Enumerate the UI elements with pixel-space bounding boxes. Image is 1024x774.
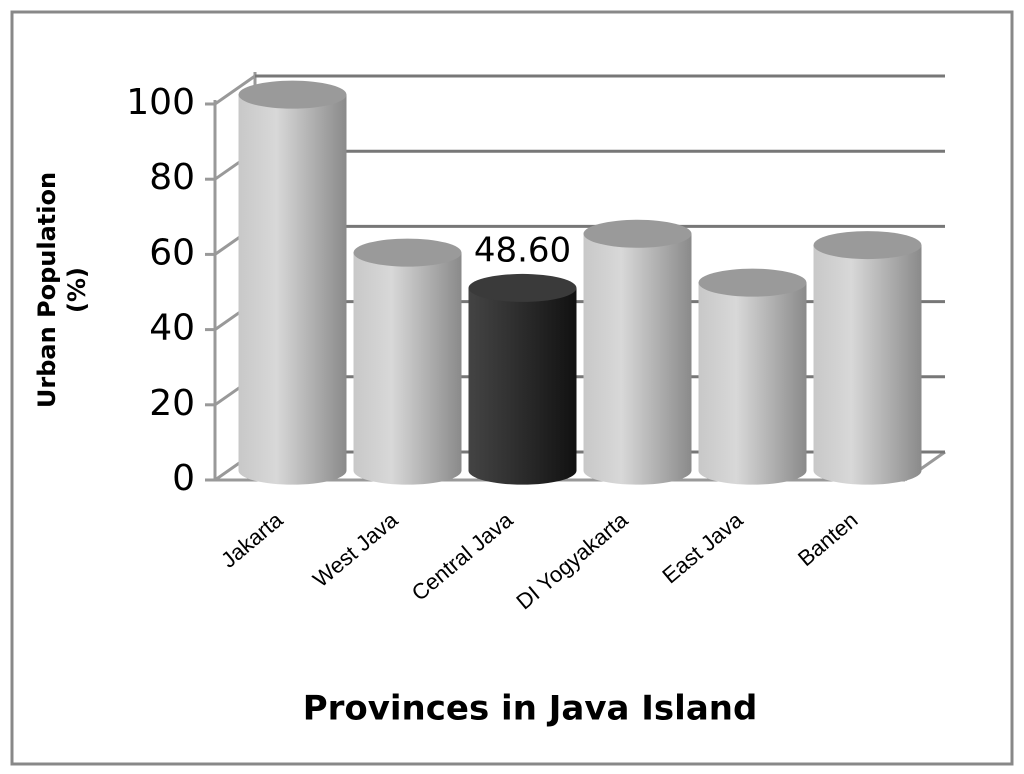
bar-top [698, 268, 807, 297]
y-tick-label: 60 [149, 232, 195, 273]
y-axis-title: Urban Population (%) [33, 172, 91, 408]
bar [583, 233, 692, 485]
bar-top [583, 219, 692, 248]
bar [698, 282, 807, 485]
y-axis-title-line: (%) [63, 267, 91, 313]
bar-top [468, 273, 577, 302]
x-axis-title: Provinces in Java Island [303, 689, 758, 729]
bar-top [238, 80, 347, 109]
y-tick-label: 100 [126, 82, 195, 123]
grid-line [214, 74, 256, 106]
y-tick-label: 0 [172, 458, 195, 499]
y-tick-label: 20 [149, 383, 195, 424]
bar [468, 287, 577, 485]
data-label: 48.60 [474, 230, 571, 270]
y-tick-label: 80 [149, 157, 195, 198]
y-axis-title-line: Urban Population [33, 172, 61, 408]
bar [813, 245, 922, 485]
bar [353, 252, 462, 485]
bar-top [813, 231, 922, 260]
bar-top [353, 238, 462, 267]
bar [238, 94, 347, 485]
y-tick-label: 40 [149, 308, 195, 349]
